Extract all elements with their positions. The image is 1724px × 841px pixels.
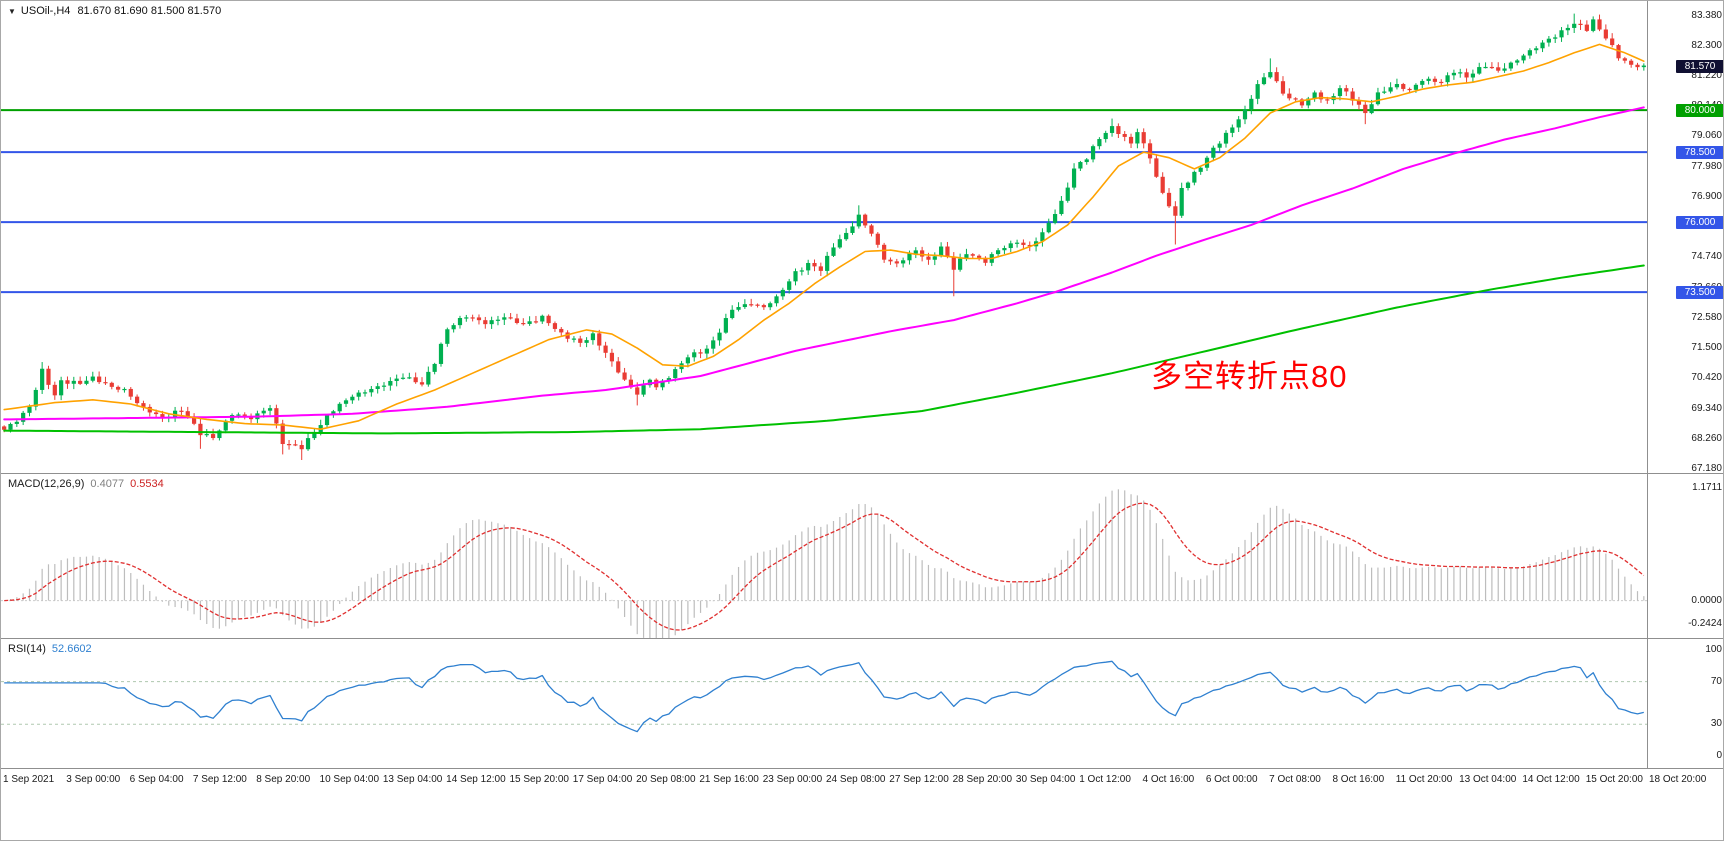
- macd-axis-label: 1.1711: [1692, 482, 1722, 494]
- time-axis-label: 8 Oct 16:00: [1332, 774, 1385, 785]
- time-axis-label: 30 Sep 04:00: [1015, 774, 1076, 785]
- annotation-text[interactable]: 多空转折点80: [1151, 359, 1348, 394]
- time-axis-label: 13 Sep 04:00: [382, 774, 443, 785]
- price-axis-label: 71.500: [1691, 342, 1722, 354]
- hline-price-tag: 78.500: [1676, 145, 1723, 159]
- rsi-axis-label: 30: [1710, 718, 1722, 730]
- rsi-label: RSI(14) 52.6602: [8, 643, 92, 655]
- time-axis-label: 7 Oct 08:00: [1269, 774, 1321, 785]
- time-axis-label: 21 Sep 16:00: [699, 774, 759, 785]
- rsi-axis-label: 70: [1710, 675, 1722, 687]
- time-axis-label: 4 Oct 16:00: [1142, 774, 1195, 785]
- time-axis-label: 17 Sep 04:00: [572, 774, 633, 785]
- time-axis-label: 1 Oct 12:00: [1079, 774, 1131, 785]
- price-axis-label: 74.740: [1691, 251, 1722, 263]
- time-axis-label: 28 Sep 20:00: [952, 774, 1013, 785]
- price-axis-label: 67.180: [1691, 462, 1722, 474]
- price-axis-label: 82.300: [1691, 39, 1722, 51]
- hline-price-tag: 76.000: [1676, 215, 1723, 229]
- price-axis-label: 81.220: [1691, 70, 1722, 81]
- price-axis-label: 76.900: [1691, 190, 1722, 202]
- time-axis-label: 27 Sep 12:00: [889, 774, 949, 785]
- main-chart-panel[interactable]: ▼ USOil-,H4 81.670 81.690 81.500 81.570 多空…: [1, 1, 1723, 474]
- macd-name: MACD(12,26,9): [8, 478, 85, 490]
- time-axis-label: 24 Sep 08:00: [826, 774, 886, 785]
- time-axis-label: 1 Sep 2021: [3, 774, 55, 785]
- time-axis-label: 6 Sep 04:00: [129, 774, 184, 785]
- symbol-timeframe: USOil-,H4: [20, 5, 71, 17]
- time-axis-label: 13 Oct 04:00: [1459, 774, 1517, 785]
- hline-price-tag: 73.500: [1676, 285, 1723, 299]
- rsi-axis-label: 100: [1705, 643, 1722, 655]
- rsi-panel[interactable]: RSI(14) 52.6602 100 70 30 0: [1, 639, 1723, 769]
- macd-signal-value: 0.5534: [130, 478, 164, 490]
- time-axis-label: 18 Oct 20:00: [1649, 774, 1707, 785]
- rsi-axis-label: 0: [1716, 750, 1722, 762]
- time-axis-label: 6 Oct 00:00: [1205, 774, 1258, 785]
- time-axis-label: 15 Oct 20:00: [1585, 774, 1643, 785]
- macd-axis-label: 0.0000: [1691, 594, 1722, 606]
- time-axis-label: 20 Sep 08:00: [636, 774, 696, 785]
- hline-price-tag: 80.000: [1676, 103, 1723, 117]
- time-axis[interactable]: 1 Sep 2021 3 Sep 00:00 6 Sep 04:00 7 Sep 12…: [1, 769, 1723, 840]
- price-axis[interactable]: 83.38082.30081.22080.14079.06077.98076.9…: [1647, 1, 1723, 474]
- price-axis-label: 70.420: [1691, 372, 1722, 384]
- time-axis-label: 3 Sep 00:00: [66, 774, 121, 785]
- price-axis-label: 69.340: [1691, 402, 1722, 414]
- macd-hist-value: 0.4077: [90, 478, 125, 490]
- price-chart-canvas[interactable]: [1, 1, 1647, 474]
- macd-panel[interactable]: MACD(12,26,9) 0.4077 0.5534 1.1711 0.0000 -0…: [1, 474, 1723, 639]
- price-axis-label: 83.380: [1691, 9, 1722, 21]
- rsi-value: 52.6602: [51, 643, 92, 655]
- rsi-name: RSI(14): [8, 643, 46, 655]
- macd-axis[interactable]: 1.1711 0.0000 -0.2424: [1647, 474, 1723, 638]
- price-axis-label: 68.260: [1691, 432, 1722, 444]
- ohlc-values: 81.670 81.690 81.500 81.570: [77, 5, 222, 17]
- rsi-axis[interactable]: 100 70 30 0: [1647, 639, 1723, 768]
- time-axis-label: 7 Sep 12:00: [192, 774, 247, 785]
- macd-label: MACD(12,26,9) 0.4077 0.5534: [8, 478, 164, 490]
- last-price-tag: 81.570: [1676, 59, 1723, 73]
- price-axis-label: 79.060: [1691, 130, 1722, 142]
- time-axis-label: 8 Sep 20:00: [256, 774, 311, 785]
- time-axis-label: 15 Sep 20:00: [509, 774, 569, 785]
- time-axis-label: 14 Oct 12:00: [1522, 774, 1580, 785]
- macd-axis-label: -0.2424: [1688, 617, 1722, 629]
- macd-canvas[interactable]: [1, 474, 1647, 639]
- price-axis-label: 77.980: [1691, 160, 1722, 172]
- price-axis-label: 72.580: [1691, 311, 1722, 323]
- time-axis-label: 10 Sep 04:00: [319, 774, 380, 785]
- time-axis-label: 11 Oct 20:00: [1395, 774, 1453, 785]
- symbol-dropdown-icon[interactable]: ▼: [8, 7, 16, 16]
- time-axis-label: 14 Sep 12:00: [446, 774, 506, 785]
- chart-title: ▼ USOil-,H4 81.670 81.690 81.500 81.570: [8, 5, 221, 17]
- time-axis-label: 23 Sep 00:00: [762, 774, 823, 785]
- rsi-canvas[interactable]: [1, 639, 1647, 769]
